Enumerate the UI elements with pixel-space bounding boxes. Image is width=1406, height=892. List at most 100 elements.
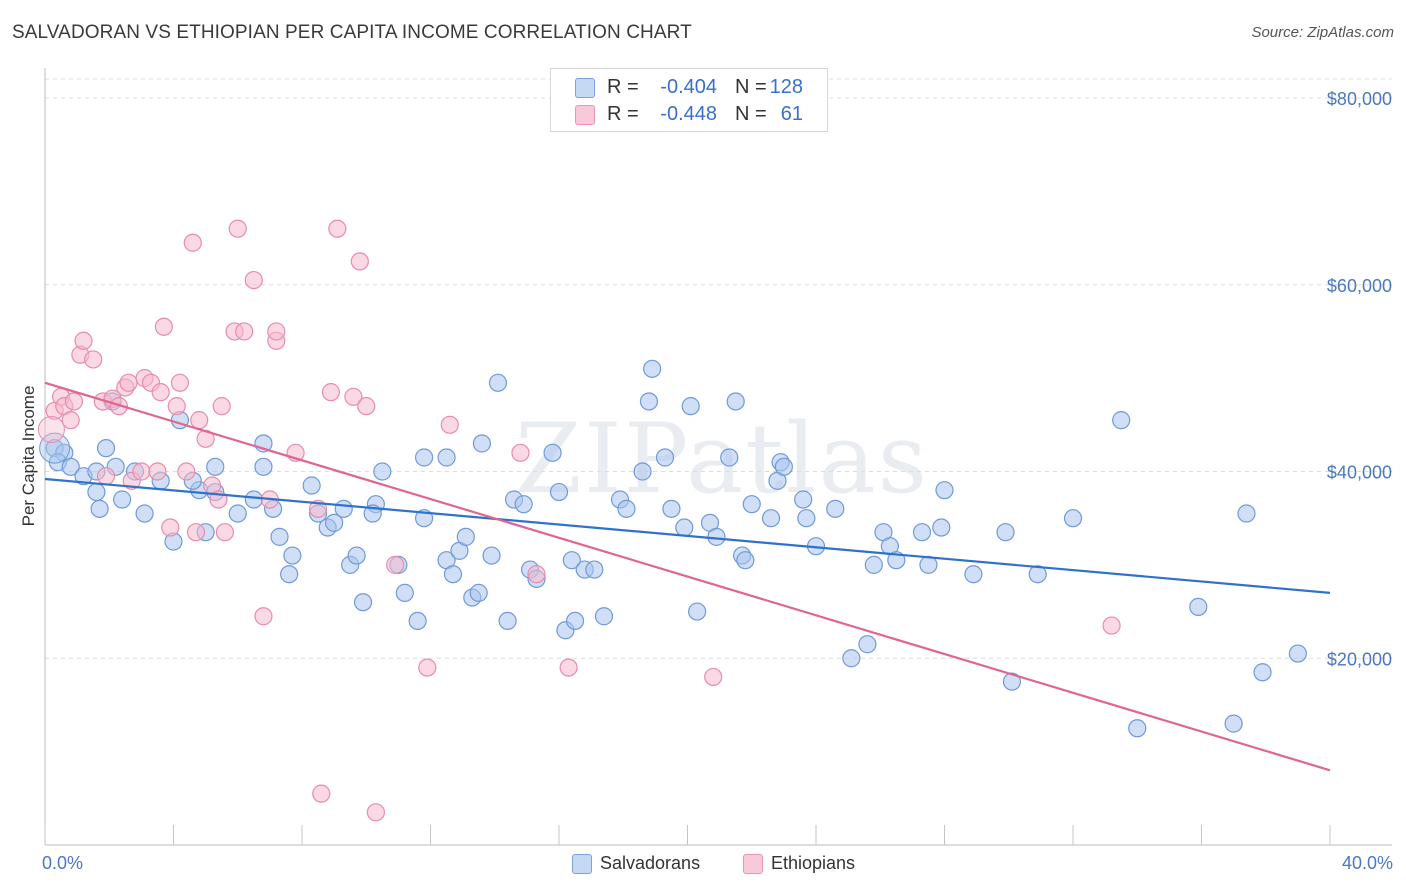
- salvadoran-point: [1063, 509, 1083, 528]
- salvadoran-point: [244, 490, 263, 509]
- salvadoran-point: [681, 397, 700, 416]
- ethiopian-point: [64, 392, 84, 411]
- salvadorans-trend-line: [44, 477, 1331, 594]
- ethiopian-point: [254, 607, 273, 626]
- salvadoran-point: [96, 439, 116, 458]
- x-tick-label: 0.0%: [42, 853, 83, 873]
- ethiopian-point-cluster: [37, 415, 65, 443]
- salvadoran-point: [774, 457, 793, 476]
- salvadoran-point: [864, 555, 883, 574]
- salvadoran-point: [270, 527, 289, 546]
- salvadoran-point: [742, 495, 761, 514]
- salvadoran-point: [594, 607, 614, 626]
- salvadoran-point: [112, 490, 132, 509]
- chart-title: SALVADORAN VS ETHIOPIAN PER CAPITA INCOM…: [12, 22, 692, 43]
- ethiopian-point: [215, 523, 234, 542]
- salvadoran-point: [565, 611, 585, 631]
- salvadoran-point: [1128, 719, 1147, 738]
- gridlines: [45, 78, 1392, 659]
- r-value: -0.448: [660, 103, 717, 125]
- salvadoran-point: [283, 546, 302, 565]
- salvadorans-swatch: [575, 78, 595, 98]
- ethiopian-point: [74, 331, 93, 350]
- trend-lines: [44, 381, 1331, 772]
- salvadoran-point: [90, 499, 109, 518]
- ethiopians-trend-line: [44, 381, 1331, 772]
- y-tick-label: $60,000: [1327, 276, 1392, 296]
- y-axis-title: Per Capita Income: [19, 386, 38, 527]
- legend-label: Salvadorans: [600, 853, 701, 873]
- n-label: N =: [735, 76, 767, 98]
- salvadoran-point: [334, 499, 353, 518]
- ethiopian-point: [190, 411, 209, 430]
- salvadoran-point: [797, 509, 816, 528]
- ethiopian-point: [527, 565, 546, 584]
- salvadoran-point: [794, 490, 813, 509]
- salvadoran-point: [826, 499, 845, 518]
- salvadoran-point: [1253, 663, 1272, 682]
- salvadoran-point: [469, 583, 488, 602]
- salvadoran-point: [662, 499, 681, 518]
- salvadoran-point: [617, 499, 636, 518]
- ethiopians-points: [37, 219, 1121, 822]
- salvadoran-point: [228, 504, 247, 523]
- salvadoran-point: [761, 509, 781, 528]
- ethiopian-point: [235, 322, 254, 341]
- salvadoran-point: [912, 523, 932, 542]
- salvadoran-point: [639, 392, 659, 411]
- r-label: R =: [607, 103, 639, 125]
- y-tick-label: $20,000: [1327, 649, 1392, 669]
- ethiopian-point: [511, 443, 530, 462]
- salvadoran-point: [206, 457, 225, 476]
- salvadorans-swatch: [572, 854, 592, 874]
- ethiopian-point: [328, 219, 347, 238]
- salvadoran-point: [543, 443, 562, 462]
- salvadoran-point: [482, 546, 501, 565]
- salvadoran-point: [1002, 672, 1022, 691]
- salvadoran-point-cluster: [39, 432, 71, 464]
- ethiopian-point: [212, 397, 231, 416]
- salvadoran-point: [1237, 504, 1256, 523]
- ethiopian-point: [418, 658, 437, 677]
- r-value: -0.404: [660, 76, 717, 98]
- y-tick-label: $40,000: [1327, 463, 1392, 483]
- salvadoran-point: [585, 560, 604, 579]
- ethiopians-swatch: [743, 854, 763, 874]
- ethiopian-point: [357, 397, 376, 416]
- salvadoran-point: [633, 462, 652, 481]
- tick-labels: $20,000 $40,000 $60,000 $80,000 0.0% 40.0% Per…: [19, 89, 1393, 873]
- ethiopian-point: [167, 397, 186, 416]
- ethiopian-point: [148, 462, 167, 481]
- salvadoran-point: [325, 513, 344, 532]
- ethiopian-point: [96, 467, 116, 486]
- salvadoran-point: [549, 482, 569, 502]
- salvadoran-point: [488, 373, 508, 392]
- salvadoran-point: [736, 551, 755, 570]
- ethiopian-point: [119, 373, 138, 392]
- salvadoran-point: [932, 518, 951, 537]
- salvadoran-point: [655, 448, 675, 467]
- ethiopian-point: [186, 523, 206, 542]
- ethiopian-point: [386, 555, 405, 574]
- salvadoran-point: [302, 476, 321, 495]
- salvadoran-point: [675, 518, 694, 537]
- ethiopian-point: [366, 803, 385, 822]
- salvadoran-point: [87, 482, 106, 502]
- salvadoran-point: [643, 359, 662, 378]
- salvadoran-point: [919, 555, 938, 574]
- salvadoran-point: [373, 462, 392, 481]
- salvadoran-point: [472, 434, 491, 453]
- x-tick-label: 40.0%: [1342, 853, 1393, 873]
- salvadoran-point: [61, 457, 80, 476]
- salvadoran-point: [1189, 597, 1208, 616]
- salvadoran-point: [456, 527, 475, 546]
- ethiopian-point: [559, 658, 578, 677]
- ethiopian-point: [228, 219, 247, 238]
- ethiopian-point: [704, 667, 723, 687]
- ethiopian-point: [321, 383, 341, 402]
- ethiopian-point: [244, 270, 263, 290]
- salvadoran-point: [353, 593, 373, 612]
- salvadoran-point: [1288, 644, 1307, 663]
- salvadoran-point: [408, 611, 427, 631]
